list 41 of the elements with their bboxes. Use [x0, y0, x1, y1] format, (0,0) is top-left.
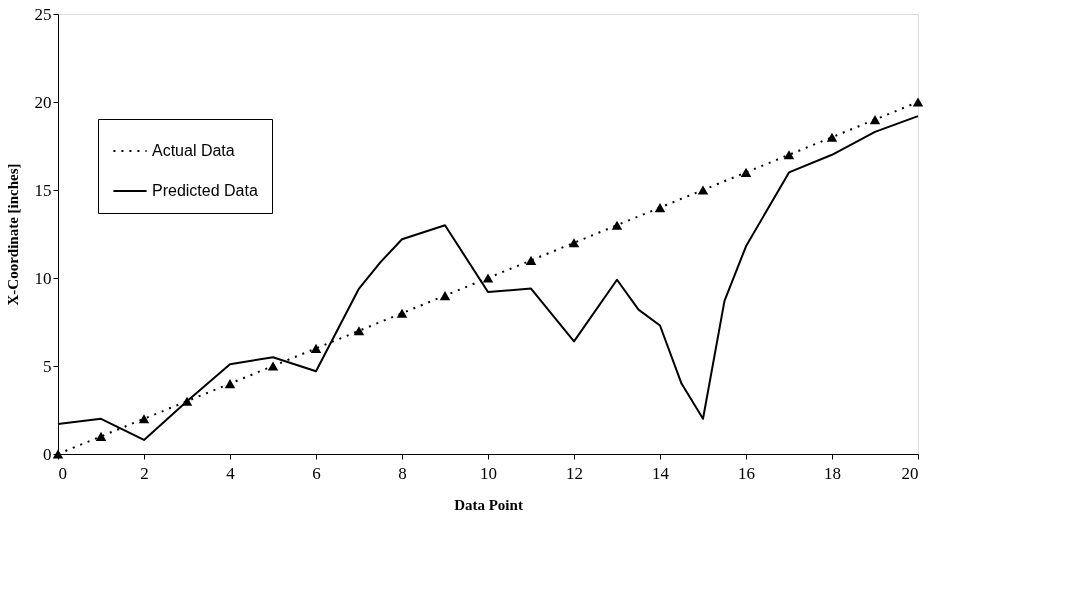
y-axis-title: X-Coordinate [inches]: [4, 163, 21, 306]
point: [138, 414, 150, 424]
point: [869, 115, 881, 125]
point: [482, 273, 494, 283]
point: [525, 255, 537, 265]
point: [439, 291, 451, 301]
y-tick-label: 0: [43, 444, 52, 464]
point: [224, 379, 236, 389]
point: [310, 343, 322, 353]
x-tick-label: 4: [226, 463, 236, 483]
point: [52, 449, 64, 459]
point: [826, 132, 838, 142]
point: [568, 238, 580, 248]
y-tick-label: 5: [43, 356, 52, 376]
x-axis-title: Data Point: [454, 496, 523, 513]
point: [353, 326, 365, 336]
y-tick-label: 25: [34, 4, 52, 24]
point: [654, 203, 666, 213]
x-tick-label: 12: [566, 463, 583, 483]
y-tick-label: 10: [34, 268, 52, 288]
y-tick-label: 20: [34, 92, 52, 112]
x-tick-label: 14: [652, 463, 670, 483]
x-tick-label: 18: [824, 463, 841, 483]
point: [783, 150, 795, 160]
point: [611, 220, 623, 230]
x-tick-label: 6: [312, 463, 321, 483]
x-tick-label: 20: [901, 463, 919, 483]
x-tick-label: 10: [480, 463, 497, 483]
x-tick-label: 16: [738, 463, 755, 483]
x-tick-label: 2: [140, 463, 149, 483]
point: [95, 431, 107, 441]
x-tick-label: 8: [398, 463, 407, 483]
point: [697, 185, 709, 195]
point: [740, 167, 752, 177]
point: [912, 97, 924, 107]
legend-label: Actual Data: [152, 142, 235, 159]
y-tick-label: 15: [34, 180, 52, 200]
point: [267, 361, 279, 371]
point: [396, 308, 408, 318]
x-tick-label: 0: [58, 463, 67, 483]
legend-label: Predicted Data: [152, 182, 258, 199]
